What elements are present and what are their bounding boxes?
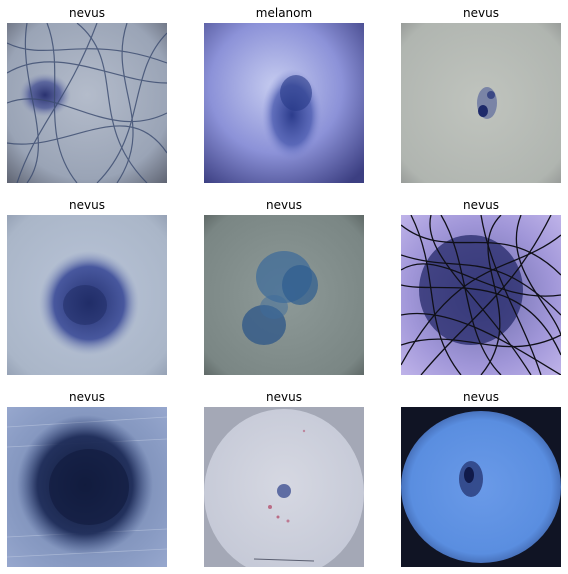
lesion-image [204,23,364,183]
lesion-image [7,215,167,375]
lesion-image [401,215,561,375]
image-label: nevus [266,198,302,212]
image-label: nevus [69,198,105,212]
image-label: nevus [69,390,105,404]
lesion-image [7,23,167,183]
lesion-image [204,407,364,567]
lesion-image [401,23,561,183]
image-label: nevus [69,6,105,20]
image-label: nevus [266,390,302,404]
lesion-image [7,407,167,567]
image-label: nevus [463,390,499,404]
image-label: nevus [463,198,499,212]
lesion-image [401,407,561,567]
lesion-image [204,215,364,375]
image-label: nevus [463,6,499,20]
image-label: melanom [255,6,313,20]
